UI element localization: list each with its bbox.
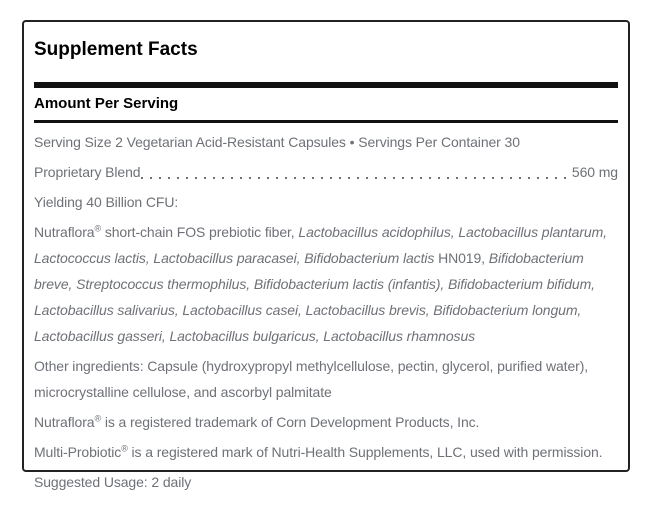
suggested-usage-row: Suggested Usage: 2 daily <box>34 474 192 490</box>
serving-size-row: Serving Size 2 Vegetarian Acid-Resistant… <box>34 134 520 150</box>
registered-trademark-icon: ® <box>94 223 102 234</box>
nutraflora-trademark-brand: Nutraflora <box>34 414 95 430</box>
other-ingredients-row: Other ingredients: Capsule (hydroxypropy… <box>34 358 589 400</box>
panel-title: Supplement Facts <box>34 39 198 60</box>
multiprobiotic-trademark-text: is a registered mark of Nutri-Health Sup… <box>127 444 603 460</box>
blend-species-italic-1: Lactobacillus acidophilus, Lactobacillus… <box>34 224 607 266</box>
proprietary-blend-ingredients: Nutraflora® short-chain FOS prebiotic fi… <box>34 219 618 349</box>
blend-regular-text-2: HN019, <box>434 250 489 266</box>
dot-leader <box>141 177 571 179</box>
nutraflora-trademark-row: Nutraflora® is a registered trademark of… <box>34 409 618 435</box>
registered-trademark-icon: ® <box>121 443 128 454</box>
nutraflora-brand: Nutraflora <box>34 224 95 240</box>
amount-per-serving-heading: Amount Per Serving <box>34 95 179 112</box>
supplement-facts-panel: Supplement Facts Amount Per Serving Serv… <box>22 20 630 490</box>
nutraflora-trademark-text: is a registered trademark of Corn Develo… <box>101 414 480 430</box>
thin-divider <box>34 120 618 123</box>
registered-trademark-icon: ® <box>94 413 102 424</box>
yielding-row: Yielding 40 Billion CFU: <box>34 194 179 210</box>
blend-species-italic-2: Bifidobacterium breve, Streptococcus the… <box>34 250 595 344</box>
multiprobiotic-trademark-row: Multi-Probiotic® is a registered mark of… <box>34 439 618 465</box>
multiprobiotic-trademark-brand: Multi-Probiotic <box>34 444 122 460</box>
proprietary-blend-amount: 560 mg <box>571 164 618 180</box>
thick-divider <box>34 82 618 88</box>
blend-regular-text-1: short-chain FOS prebiotic fiber, <box>101 224 299 240</box>
proprietary-blend-label: Proprietary Blend <box>34 164 141 180</box>
proprietary-blend-row: Proprietary Blend 560 mg <box>34 159 618 185</box>
